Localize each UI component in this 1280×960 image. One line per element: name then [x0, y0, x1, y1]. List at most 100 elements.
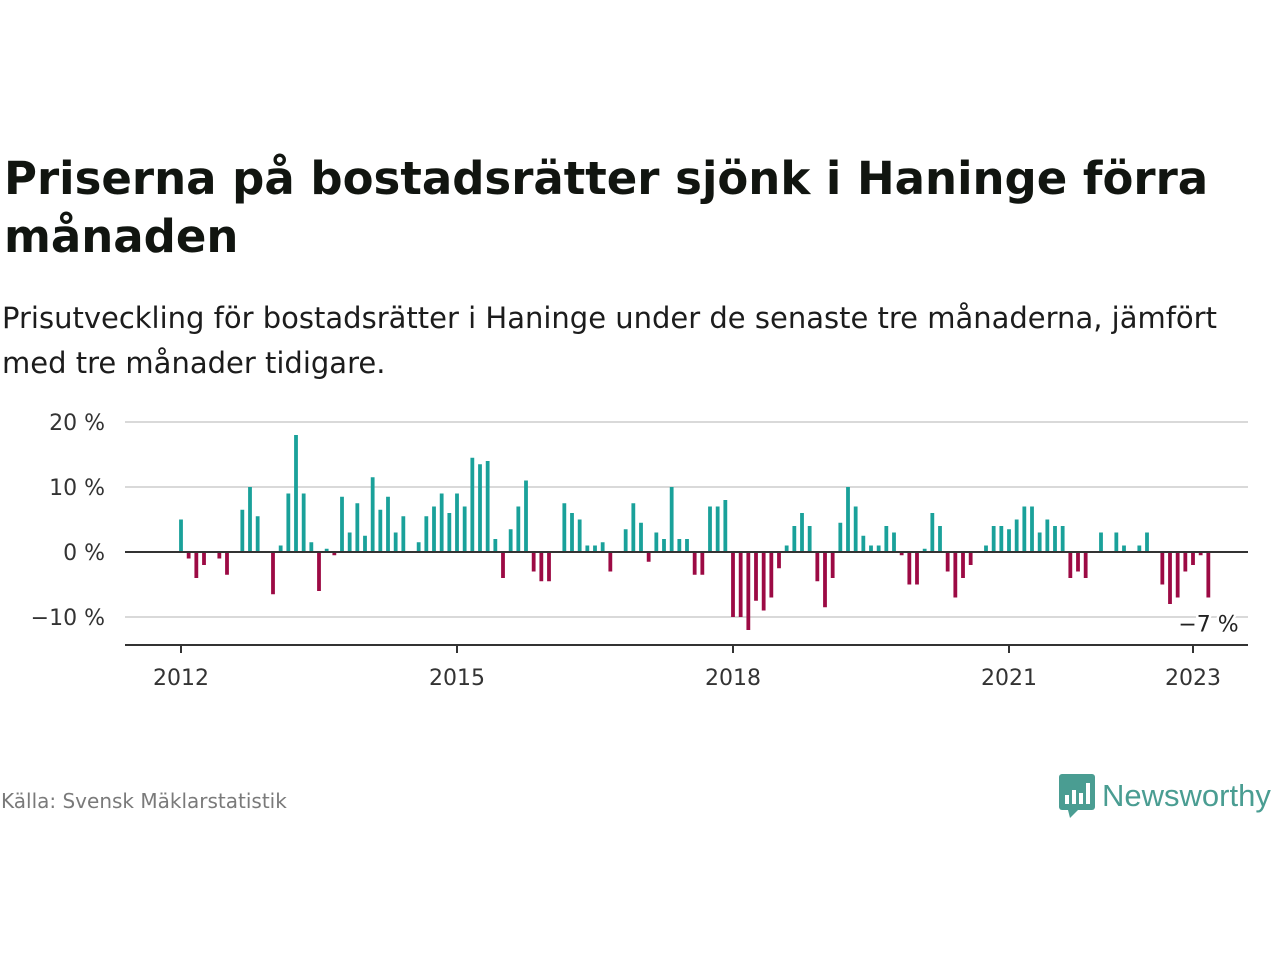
bars — [179, 435, 1211, 630]
bar — [1183, 552, 1188, 572]
bar — [547, 552, 551, 582]
bar — [915, 552, 919, 585]
bar — [301, 493, 306, 552]
bar — [416, 542, 421, 552]
bar — [1037, 532, 1042, 552]
bar — [432, 506, 436, 552]
bar — [892, 532, 896, 552]
bar — [593, 545, 597, 552]
bar — [754, 552, 758, 601]
bar — [577, 519, 582, 552]
bar — [1122, 545, 1126, 552]
price-change-bar-chart: 20 % 10 % 0 % −10 % 2012 2015 2018 2021 2023 −7… — [31, 411, 1248, 691]
logo-text: Newsworthy — [1102, 778, 1271, 813]
bar — [516, 506, 521, 552]
bar — [462, 506, 467, 552]
bar — [324, 548, 329, 552]
bar — [1083, 552, 1088, 578]
bar — [731, 552, 735, 617]
bar — [393, 532, 398, 552]
bar — [961, 552, 965, 578]
bar — [294, 435, 298, 552]
bar — [945, 552, 950, 572]
x-tick-label: 2021 — [981, 666, 1037, 691]
bar — [792, 526, 797, 552]
bar — [1045, 519, 1050, 552]
bar — [1068, 552, 1073, 578]
bar — [907, 552, 912, 585]
bar — [570, 513, 574, 552]
bar — [953, 552, 958, 598]
bar — [485, 461, 490, 552]
x-tick-label: 2018 — [705, 666, 761, 691]
bar — [769, 552, 774, 598]
x-tick-label: 2023 — [1165, 666, 1221, 691]
bar — [884, 526, 889, 552]
bar — [608, 552, 613, 572]
bar — [363, 535, 367, 552]
x-axis-ticks: 2012 2015 2018 2021 2023 — [153, 645, 1221, 691]
source-note: Källa: Svensk Mäklarstatistik — [1, 789, 287, 813]
bar — [531, 552, 536, 572]
bar — [347, 532, 352, 552]
bar — [501, 552, 505, 578]
bar — [654, 532, 659, 552]
bar — [493, 539, 498, 552]
bar — [715, 506, 720, 552]
bar — [355, 503, 360, 552]
bar — [1114, 532, 1119, 552]
bar — [1053, 526, 1057, 552]
bar — [646, 552, 651, 562]
bar — [539, 552, 544, 582]
bar — [217, 552, 222, 559]
bar — [777, 552, 781, 569]
bar — [508, 529, 513, 552]
bar — [815, 552, 820, 582]
bar — [1160, 552, 1165, 585]
bar — [869, 545, 873, 552]
y-tick-label: 0 % — [63, 541, 105, 566]
bar — [1076, 552, 1080, 572]
bar — [478, 464, 482, 552]
bar — [823, 552, 827, 608]
x-tick-label: 2012 — [153, 666, 209, 691]
bar — [524, 480, 528, 552]
bar — [1198, 552, 1203, 556]
bar — [194, 552, 199, 578]
bar — [784, 545, 789, 552]
bar — [370, 477, 375, 552]
bar — [439, 493, 444, 552]
bar — [248, 487, 252, 552]
y-tick-label: −10 % — [31, 606, 105, 631]
bar — [585, 545, 590, 552]
bar — [623, 529, 628, 552]
bar — [424, 516, 429, 552]
bar — [179, 519, 183, 552]
bar — [455, 493, 459, 552]
bar — [800, 513, 804, 552]
bar — [922, 548, 927, 552]
bar — [378, 509, 383, 552]
bar — [846, 487, 850, 552]
bar — [1060, 526, 1065, 552]
bar — [340, 496, 344, 552]
bar — [685, 539, 689, 552]
bar — [1191, 552, 1195, 565]
bar — [225, 552, 229, 575]
bar — [286, 493, 291, 552]
bar — [386, 496, 390, 552]
bar — [999, 526, 1004, 552]
bar — [1175, 552, 1180, 598]
bar — [968, 552, 973, 565]
bar — [562, 503, 567, 552]
bar — [1137, 545, 1142, 552]
bar — [600, 542, 605, 552]
bar — [240, 509, 245, 552]
bar — [746, 552, 751, 630]
bar — [1145, 532, 1149, 552]
y-tick-label: 20 % — [49, 411, 105, 436]
bar — [807, 526, 812, 552]
annotations: −7 % — [1176, 610, 1241, 640]
bar — [639, 522, 643, 552]
bar — [984, 545, 988, 552]
